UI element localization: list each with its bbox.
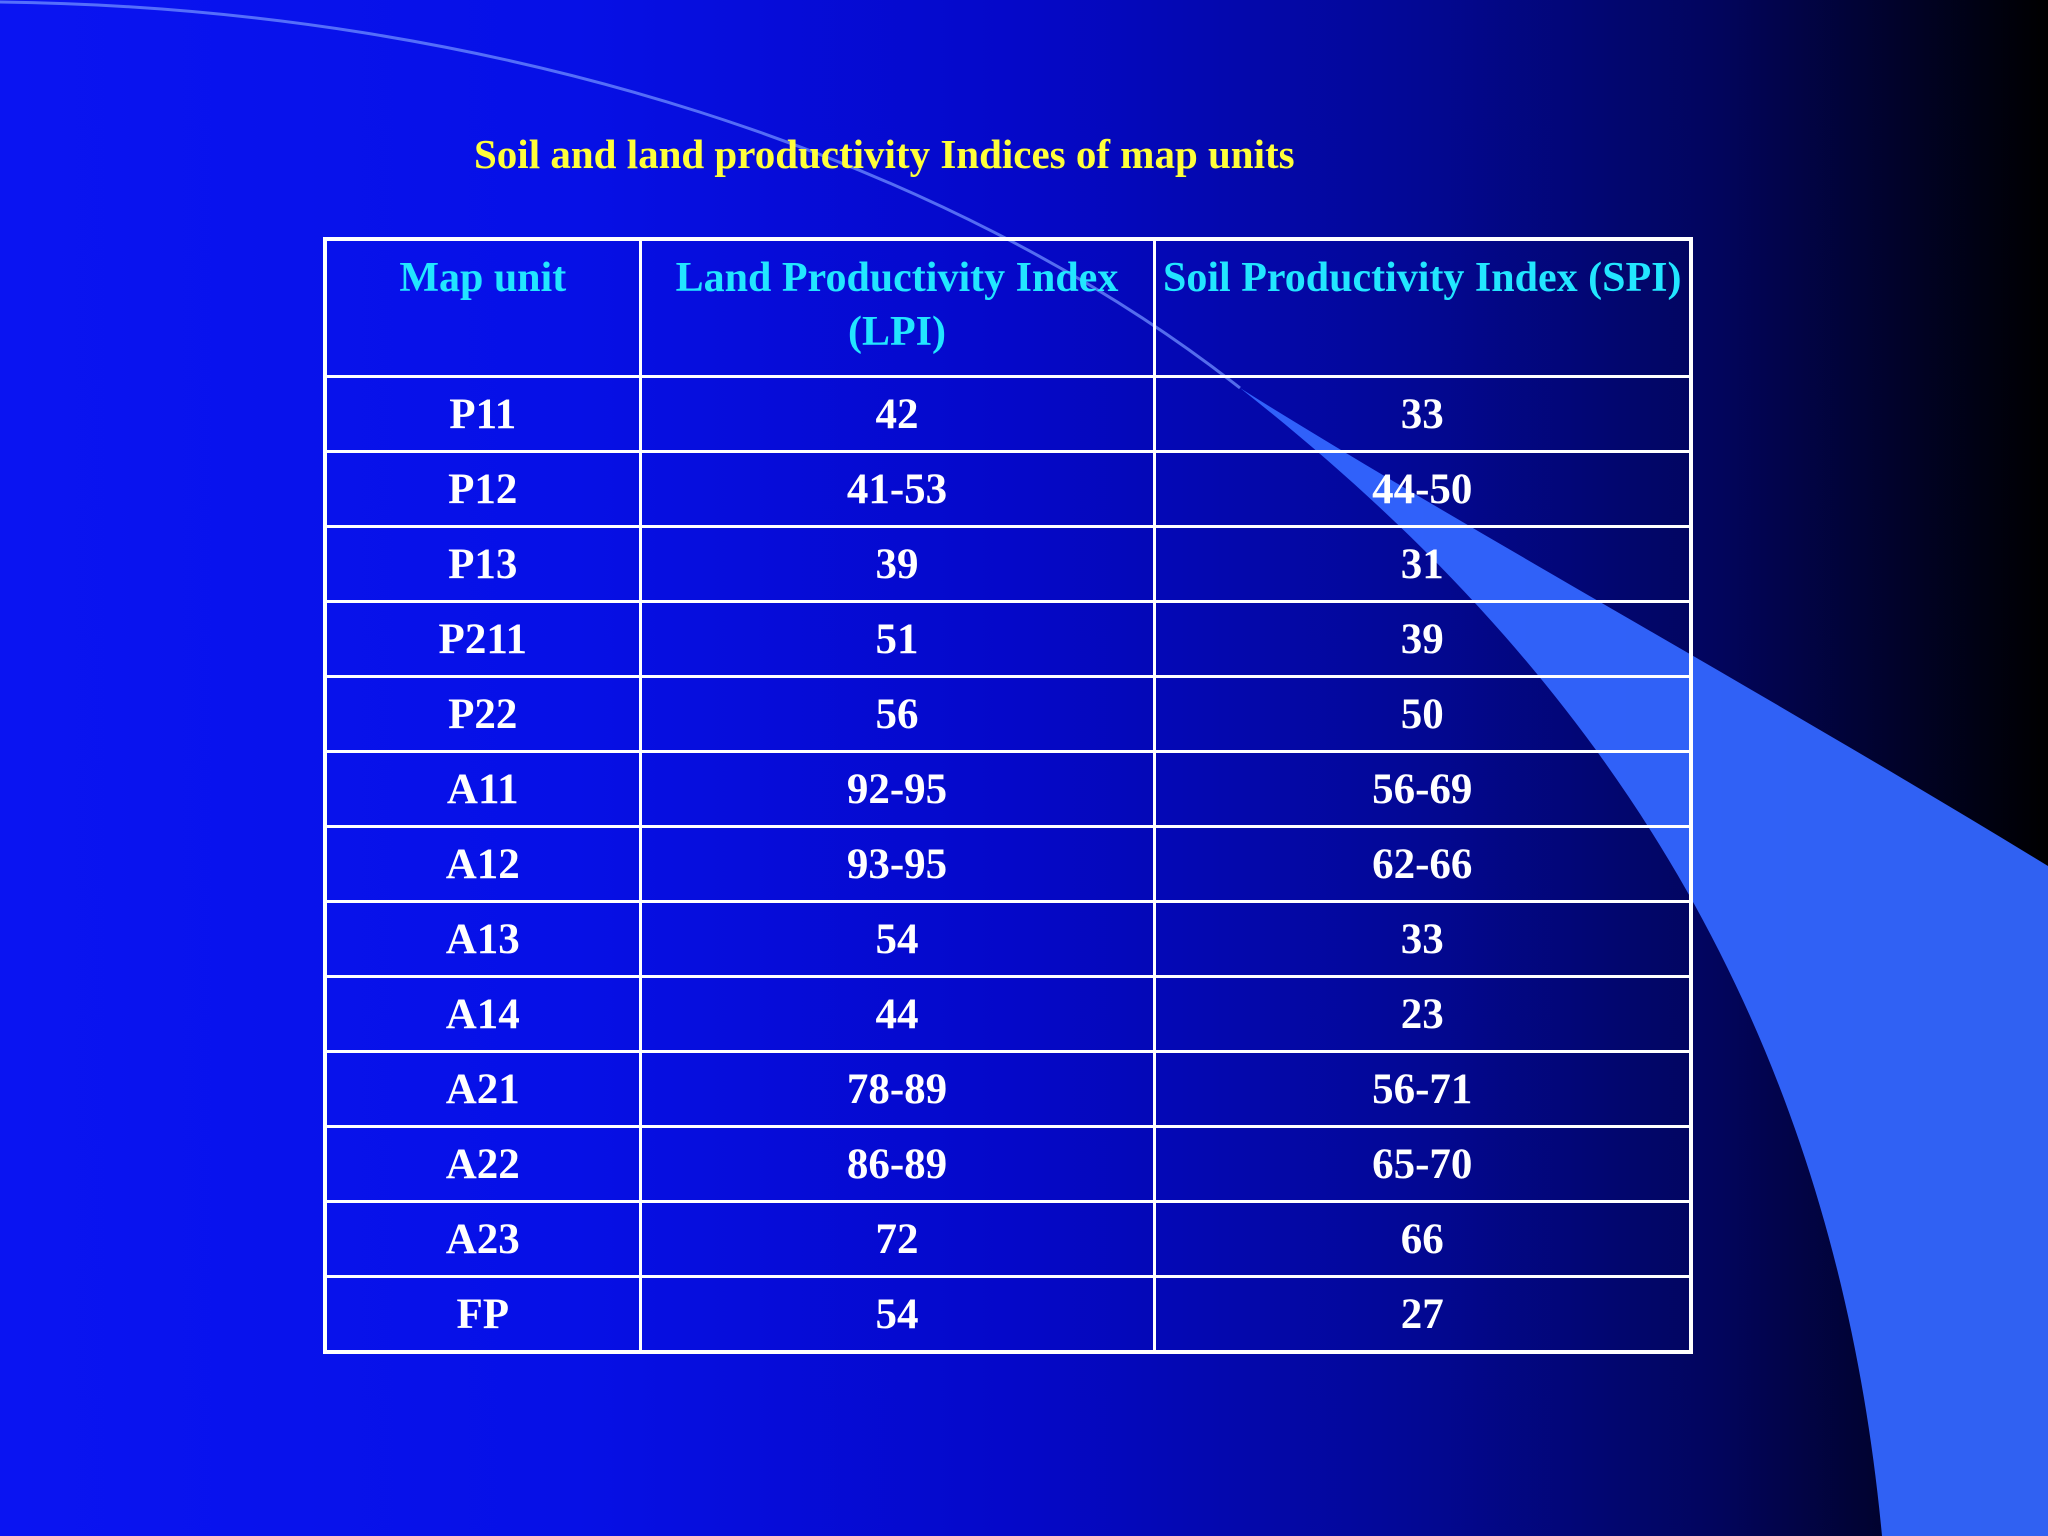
- table-row: FP 54 27: [323, 1275, 1693, 1354]
- table-row: A14 44 23: [323, 975, 1693, 1053]
- table-row: A12 93-95 62-66: [323, 825, 1693, 903]
- cell-lpi: 51: [638, 600, 1156, 678]
- cell-lpi: 54: [638, 1275, 1156, 1354]
- cell-map-unit: A21: [323, 1050, 642, 1128]
- cell-lpi: 92-95: [638, 750, 1156, 828]
- table-row: A23 72 66: [323, 1200, 1693, 1278]
- cell-lpi: 44: [638, 975, 1156, 1053]
- table-row: P211 51 39: [323, 600, 1693, 678]
- cell-spi: 66: [1152, 1200, 1693, 1278]
- cell-map-unit: FP: [323, 1275, 642, 1354]
- cell-map-unit: A22: [323, 1125, 642, 1203]
- cell-lpi: 93-95: [638, 825, 1156, 903]
- cell-map-unit: P11: [323, 375, 642, 453]
- cell-spi: 33: [1152, 375, 1693, 453]
- header-lpi: Land Productivity Index (LPI): [638, 237, 1156, 378]
- cell-spi: 33: [1152, 900, 1693, 978]
- cell-spi: 39: [1152, 600, 1693, 678]
- table-row: A21 78-89 56-71: [323, 1050, 1693, 1128]
- cell-spi: 50: [1152, 675, 1693, 753]
- cell-lpi: 54: [638, 900, 1156, 978]
- cell-map-unit: P211: [323, 600, 642, 678]
- header-spi: Soil Productivity Index (SPI): [1152, 237, 1693, 378]
- table-header-row: Map unit Land Productivity Index (LPI) S…: [323, 237, 1693, 378]
- cell-spi: 31: [1152, 525, 1693, 603]
- table-row: P13 39 31: [323, 525, 1693, 603]
- cell-map-unit: P13: [323, 525, 642, 603]
- table-row: A22 86-89 65-70: [323, 1125, 1693, 1203]
- cell-map-unit: A12: [323, 825, 642, 903]
- cell-spi: 62-66: [1152, 825, 1693, 903]
- slide-title: Soil and land productivity Indices of ma…: [474, 131, 1295, 177]
- cell-spi: 65-70: [1152, 1125, 1693, 1203]
- cell-lpi: 72: [638, 1200, 1156, 1278]
- cell-lpi: 39: [638, 525, 1156, 603]
- cell-map-unit: P12: [323, 450, 642, 528]
- table-row: A13 54 33: [323, 900, 1693, 978]
- cell-lpi: 42: [638, 375, 1156, 453]
- cell-map-unit: A14: [323, 975, 642, 1053]
- cell-spi: 27: [1152, 1275, 1693, 1354]
- cell-spi: 23: [1152, 975, 1693, 1053]
- table-row: A11 92-95 56-69: [323, 750, 1693, 828]
- cell-lpi: 56: [638, 675, 1156, 753]
- cell-map-unit: A13: [323, 900, 642, 978]
- cell-spi: 56-71: [1152, 1050, 1693, 1128]
- table-row: P22 56 50: [323, 675, 1693, 753]
- cell-map-unit: P22: [323, 675, 642, 753]
- cell-spi: 44-50: [1152, 450, 1693, 528]
- cell-map-unit: A23: [323, 1200, 642, 1278]
- productivity-indices-table: Map unit Land Productivity Index (LPI) S…: [323, 237, 1693, 1354]
- cell-map-unit: A11: [323, 750, 642, 828]
- table-row: P11 42 33: [323, 375, 1693, 453]
- cell-lpi: 78-89: [638, 1050, 1156, 1128]
- table-row: P12 41-53 44-50: [323, 450, 1693, 528]
- cell-lpi: 86-89: [638, 1125, 1156, 1203]
- cell-lpi: 41-53: [638, 450, 1156, 528]
- swoosh-band: [1240, 388, 2048, 1536]
- cell-spi: 56-69: [1152, 750, 1693, 828]
- header-map-unit: Map unit: [323, 237, 642, 378]
